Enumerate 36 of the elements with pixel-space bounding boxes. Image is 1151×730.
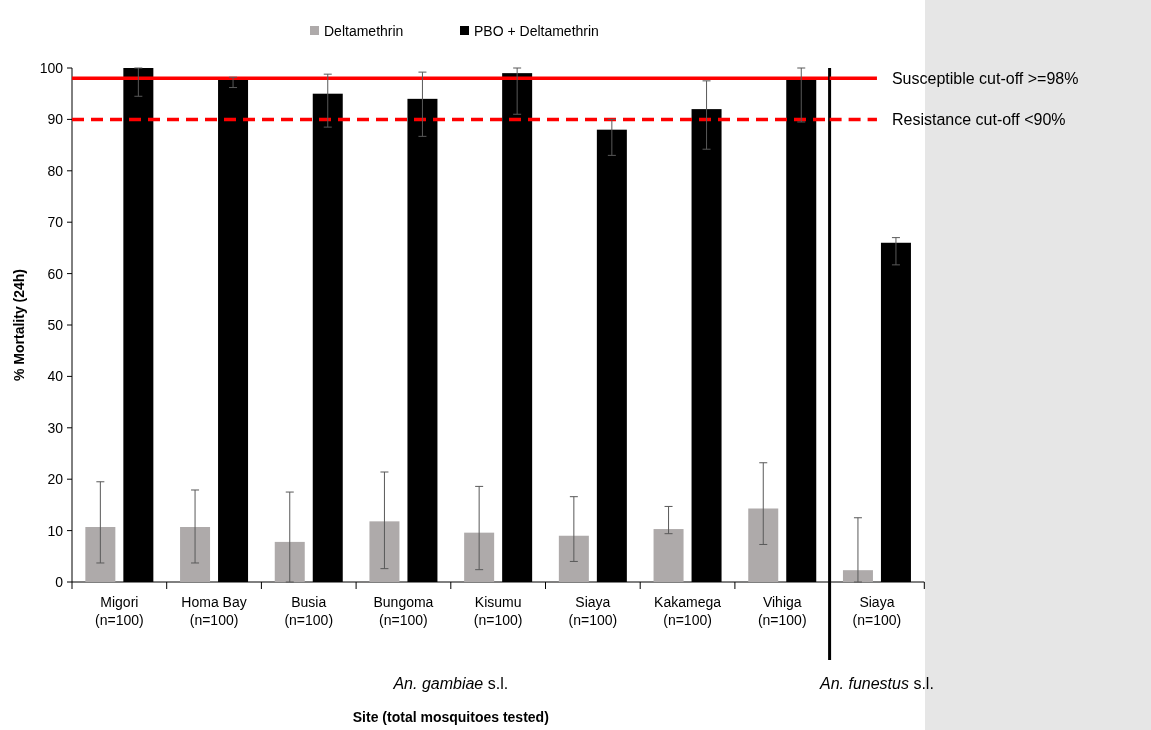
x-tick-label: Kisumu (n=100) bbox=[473, 594, 523, 628]
legend-label: PBO + Deltamethrin bbox=[474, 22, 599, 39]
bar bbox=[274, 541, 305, 582]
legend-label: Deltamethrin bbox=[324, 22, 404, 39]
ref-line-label: Susceptible cut-off >=98% bbox=[891, 69, 1079, 87]
y-axis-title: % Mortality (24h) bbox=[11, 268, 27, 382]
y-tick-label: 100 bbox=[39, 59, 64, 76]
y-tick-label: 60 bbox=[47, 265, 64, 282]
text: Site (total mosquitoes tested) bbox=[352, 709, 549, 725]
bar bbox=[85, 527, 116, 582]
bar bbox=[369, 521, 400, 582]
x-tick-label: Kakamega (n=100) bbox=[654, 594, 722, 628]
bar bbox=[748, 508, 779, 582]
y-tick-label: 30 bbox=[47, 419, 64, 436]
x-tick-label: Busia (n=100) bbox=[284, 594, 334, 628]
y-tick-label: 40 bbox=[47, 368, 64, 385]
x-tick-label: Siaya (n=100) bbox=[568, 594, 618, 628]
ref-line-label: Resistance cut-off <90% bbox=[891, 111, 1066, 128]
y-tick-label: 20 bbox=[47, 471, 64, 488]
y-tick-label: 50 bbox=[47, 316, 64, 333]
bar bbox=[558, 535, 589, 582]
y-tick-label: 70 bbox=[47, 214, 64, 231]
text: An. gambiae s.l. bbox=[392, 675, 509, 692]
x-tick-label: Bungoma (n=100) bbox=[373, 594, 434, 628]
bar bbox=[180, 527, 211, 582]
y-tick-label: 80 bbox=[47, 162, 64, 179]
text: An. funestus s.l. bbox=[819, 675, 934, 692]
y-tick-label: 10 bbox=[47, 522, 64, 539]
x-tick-label: Vihiga (n=100) bbox=[757, 594, 807, 628]
y-tick-label: 90 bbox=[47, 111, 64, 128]
bar bbox=[653, 529, 684, 582]
x-tick-label: Siaya (n=100) bbox=[852, 594, 902, 628]
x-tick-label: Migori (n=100) bbox=[95, 594, 144, 628]
bar bbox=[464, 532, 495, 582]
y-tick-label: 0 bbox=[55, 573, 64, 590]
x-tick-label: Homa Bay (n=100) bbox=[181, 594, 247, 628]
